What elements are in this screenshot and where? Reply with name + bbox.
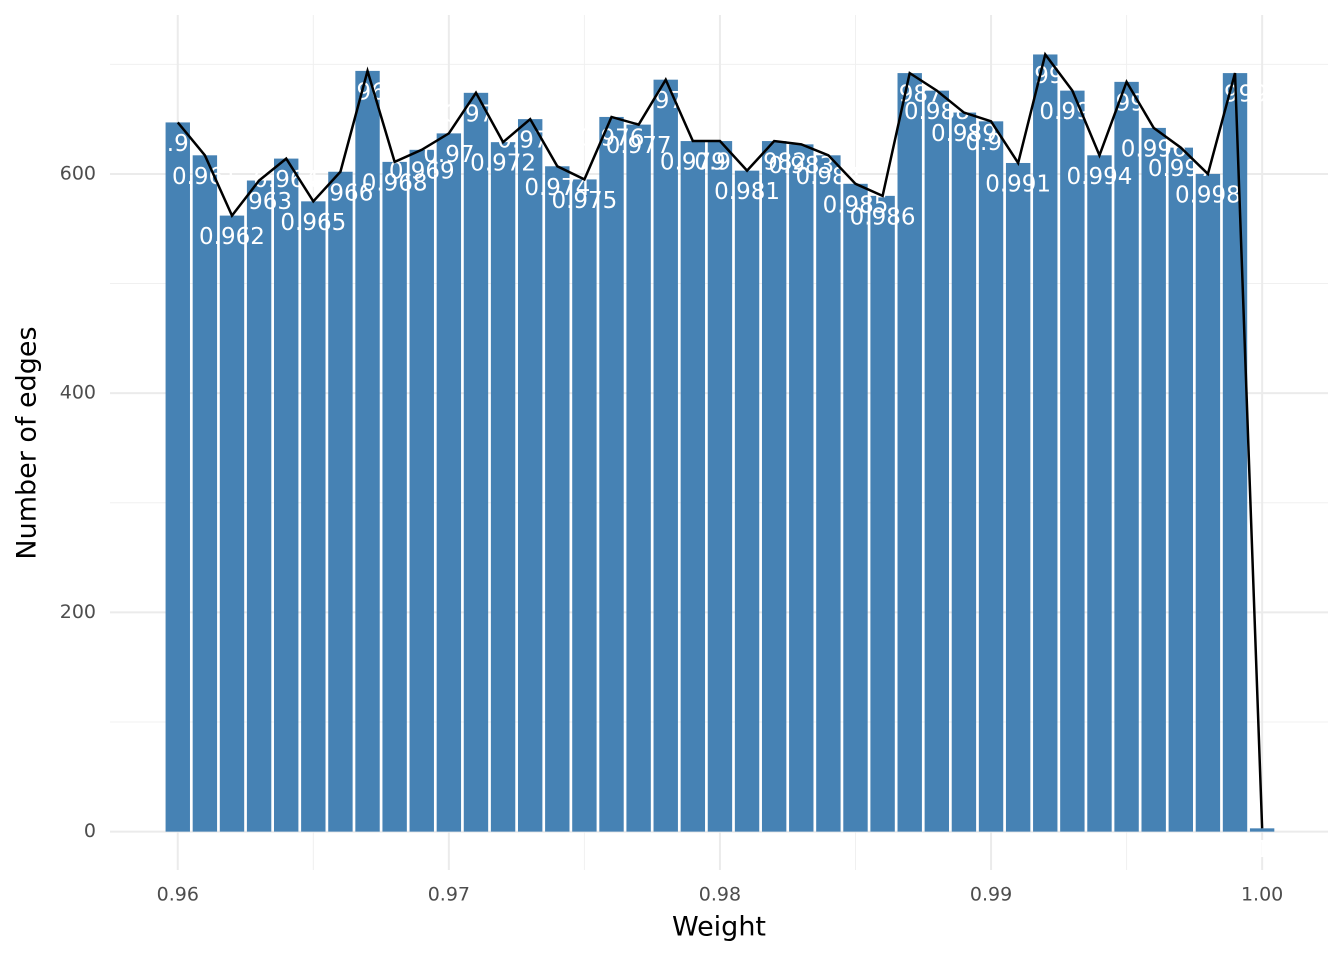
data-label: 0.978	[633, 88, 699, 114]
y-tick-label: 600	[60, 162, 96, 184]
x-tick-label: 0.98	[699, 884, 741, 906]
trend-line	[176, 51, 1264, 829]
bar	[951, 112, 977, 832]
bar	[355, 70, 380, 832]
bar	[1033, 54, 1058, 832]
data-label: 0.995	[1094, 90, 1160, 116]
data-label: 0.967	[335, 79, 401, 105]
y-tick-label: 400	[60, 382, 96, 404]
data-label: 0.98	[694, 150, 745, 176]
data-label: 0.983	[768, 153, 834, 179]
data-label: 0.989	[931, 121, 997, 147]
data-label: 0.982	[741, 150, 807, 176]
x-tick-label: 0.99	[970, 884, 1012, 906]
bar	[816, 155, 841, 832]
bar	[572, 179, 597, 832]
data-label: 0.984	[795, 164, 861, 190]
data-label: 0.985	[823, 192, 889, 218]
data-label: 0.972	[470, 151, 536, 177]
data-label: 0.996	[1121, 136, 1187, 162]
bar	[599, 116, 624, 832]
bar	[463, 92, 489, 832]
bar	[1114, 81, 1139, 832]
data-label: 0.998	[1175, 182, 1241, 208]
bar	[301, 201, 326, 832]
bar	[653, 79, 678, 832]
bar	[328, 171, 353, 832]
data-label: 0.975	[551, 188, 617, 214]
data-label: 0.969	[389, 158, 455, 184]
data-label: 0.968	[362, 170, 428, 196]
data-label: 0.971	[443, 101, 509, 127]
bar	[707, 141, 733, 832]
bar	[1005, 162, 1031, 832]
bar	[843, 183, 868, 832]
bar	[1222, 73, 1248, 832]
bar	[490, 142, 516, 832]
data-label: 0.976	[579, 125, 645, 151]
bar	[274, 158, 299, 832]
data-label: 0.962	[199, 224, 265, 250]
data-label: 0.988	[904, 99, 970, 125]
data-label: 0.964	[253, 167, 319, 193]
data-label: 0.994	[1067, 164, 1133, 190]
data-label: 1	[1255, 837, 1270, 863]
data-label: 0.986	[850, 204, 916, 230]
data-label: 0.99	[965, 130, 1016, 156]
bar	[219, 215, 245, 832]
bar	[626, 124, 651, 832]
x-tick-label: 0.97	[428, 884, 470, 906]
y-tick-label: 0	[84, 820, 96, 842]
y-tick-label: 200	[60, 601, 96, 623]
data-label: 0.974	[524, 175, 590, 201]
data-label: 0.993	[1039, 99, 1105, 125]
y-axis-label: Number of edges	[12, 326, 43, 559]
bar	[382, 161, 407, 832]
data-label: 0.981	[714, 179, 780, 205]
bar	[436, 133, 462, 832]
data-label: 0.991	[985, 171, 1051, 197]
data-label: 0.979	[660, 150, 726, 176]
data-label: 0.965	[280, 210, 346, 236]
bar	[734, 170, 760, 832]
bar	[789, 144, 814, 832]
bar	[924, 90, 950, 832]
data-label: 0.977	[606, 133, 672, 159]
x-axis-label: Weight	[672, 912, 766, 943]
bar	[761, 141, 787, 832]
bar	[545, 166, 570, 832]
data-label: 0.966	[307, 180, 373, 206]
data-label: 0.961	[172, 164, 238, 190]
bar	[1141, 127, 1166, 832]
bar	[870, 195, 895, 832]
bar	[1249, 828, 1275, 832]
bar	[246, 180, 272, 832]
bar	[680, 141, 706, 832]
x-tick-label: 0.96	[157, 884, 199, 906]
bar	[1168, 147, 1193, 832]
bar	[1087, 155, 1112, 832]
data-label: 0.973	[497, 128, 563, 154]
bar	[192, 155, 218, 832]
bar	[978, 121, 1004, 832]
bar	[1195, 173, 1221, 832]
bar	[165, 122, 190, 832]
bar	[897, 73, 922, 832]
data-label: 0.97	[423, 142, 474, 168]
bar	[517, 119, 543, 832]
bar	[409, 149, 434, 832]
bar	[1060, 90, 1085, 832]
x-tick-label: 1.00	[1241, 884, 1283, 906]
